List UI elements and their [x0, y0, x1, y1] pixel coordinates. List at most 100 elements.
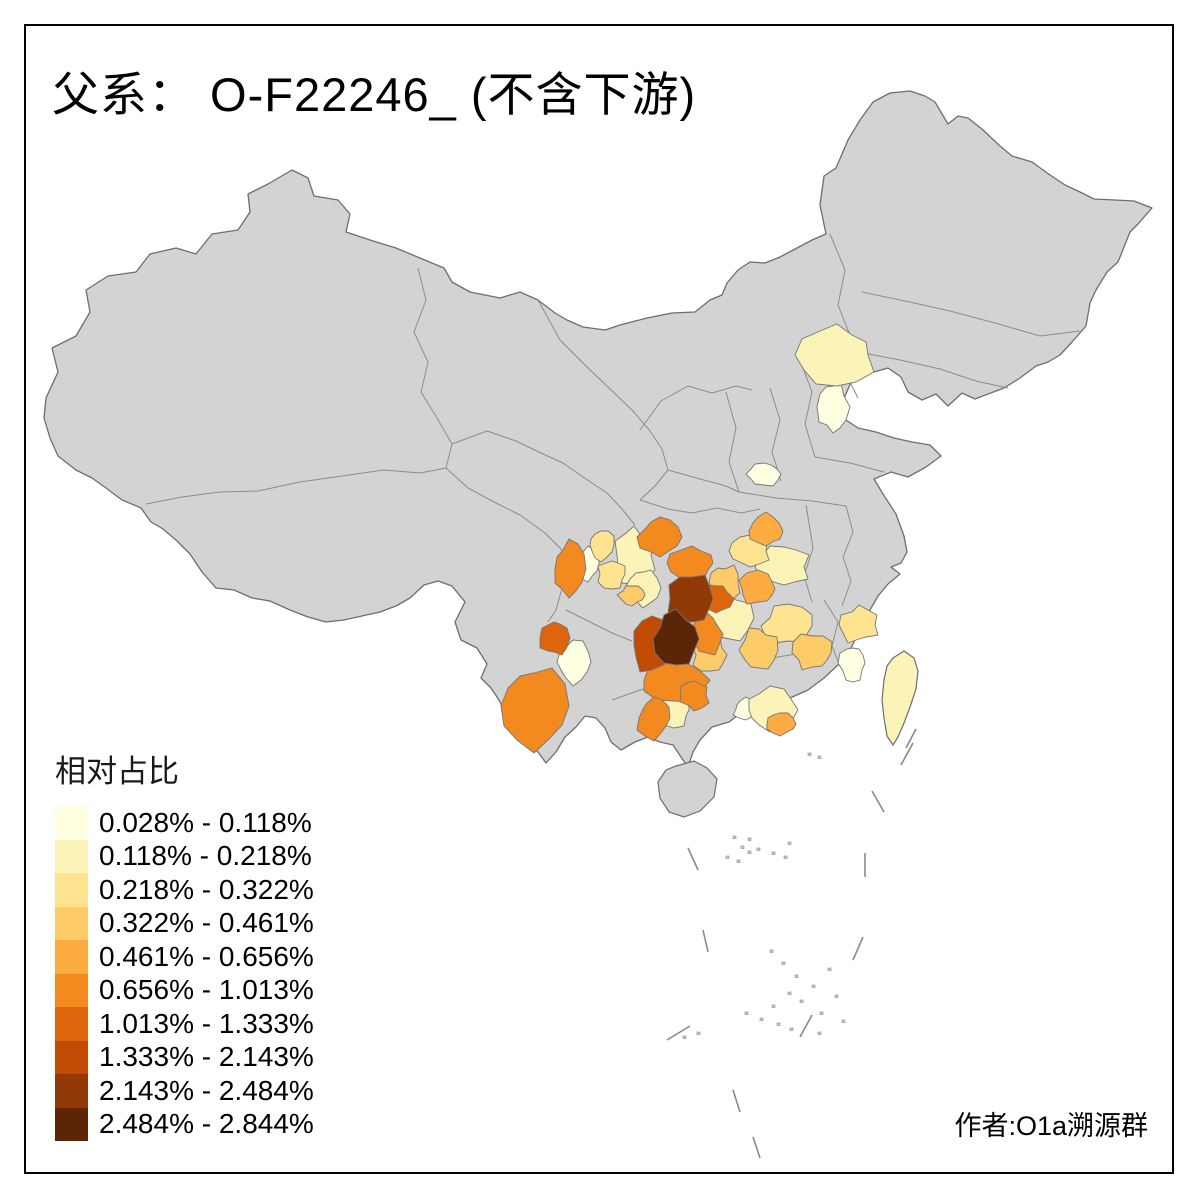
legend-swatch: [55, 1040, 88, 1074]
map-region: [837, 647, 866, 683]
legend-swatch: [55, 906, 88, 940]
map-region: [667, 574, 714, 623]
sea-dash-mark: [900, 742, 914, 766]
legend-label: 0.028% - 0.118%: [99, 806, 312, 838]
province-borders: [145, 233, 1081, 701]
sea-dash-mark: [666, 1025, 691, 1041]
legend-row: 0.028% - 0.118%: [55, 806, 314, 840]
islet-dot: [747, 837, 752, 841]
map-region: [791, 633, 833, 671]
legend-row: 0.118% - 0.218%: [55, 839, 314, 873]
islet-dot: [817, 755, 822, 759]
islet-dot: [756, 847, 761, 851]
map-region: [616, 585, 646, 607]
map-region: [554, 538, 587, 599]
map-region: [679, 680, 710, 712]
map-region: [652, 608, 700, 666]
islet-dot: [776, 1022, 781, 1026]
legend-label: 2.143% - 2.484%: [99, 1074, 314, 1106]
sea-dash-mark: [871, 790, 885, 813]
legend-label: 0.461% - 0.656%: [99, 940, 314, 972]
legend-swatch: [55, 1007, 88, 1041]
legend-row: 1.333% - 2.143%: [55, 1040, 314, 1074]
legend-title: 相对占比: [55, 754, 179, 789]
islet-dot: [744, 1011, 749, 1015]
legend-label: 2.484% - 2.844%: [99, 1108, 314, 1140]
legend-row: 2.143% - 2.484%: [55, 1074, 314, 1108]
islet-dot: [759, 1017, 764, 1021]
legend-row: 0.218% - 0.322%: [55, 873, 314, 907]
legend-swatch: [55, 839, 88, 873]
islet-dot: [725, 855, 730, 859]
islet-dot: [787, 991, 792, 995]
legend-label: 1.333% - 2.143%: [99, 1041, 314, 1073]
islet-dot: [736, 859, 741, 863]
legend-swatch: [55, 806, 88, 840]
sea-dash-mark: [702, 929, 709, 953]
south-china-sea-islets: [666, 728, 917, 1159]
islet-dot: [817, 1031, 822, 1035]
legend-swatch: [55, 1074, 88, 1108]
legend-swatch: [55, 873, 88, 907]
legend-rows: 0.028% - 0.118% 0.118% - 0.218% 0.218% - 0…: [55, 806, 314, 1141]
islet-dot: [771, 851, 776, 855]
map-region: [748, 511, 784, 547]
map-region: [500, 667, 570, 754]
legend-row: 2.484% - 2.844%: [55, 1107, 314, 1141]
islet-dot: [787, 841, 792, 845]
map-region: [794, 323, 875, 387]
map-region: [597, 560, 626, 590]
islet-dot: [747, 850, 752, 854]
map-region: [556, 639, 592, 687]
sea-dash-mark: [752, 1136, 761, 1159]
legend-label: 0.218% - 0.322%: [99, 873, 314, 905]
legend-label: 0.656% - 1.013%: [99, 974, 314, 1006]
legend-swatch: [55, 940, 88, 974]
sea-dash-mark: [799, 1014, 813, 1038]
legend-row: 0.461% - 0.656%: [55, 940, 314, 974]
sea-dash-mark: [905, 728, 917, 749]
islet-dot: [834, 994, 839, 998]
islet-dot: [771, 1004, 776, 1008]
islet-dot: [799, 999, 804, 1003]
map-region: [636, 516, 683, 558]
map-region: [738, 569, 776, 605]
sea-dash-mark: [852, 936, 864, 961]
map-region: [838, 604, 879, 644]
islet-dot: [827, 967, 832, 971]
islet-dot: [789, 1027, 794, 1031]
legend-row: 1.013% - 1.333%: [55, 1007, 314, 1041]
islet-dot: [769, 949, 774, 953]
islet-dot: [841, 1019, 846, 1023]
choropleth-regions: [500, 323, 879, 754]
legend-swatch: [55, 973, 88, 1007]
islet-dot: [819, 1011, 824, 1015]
islet-dot: [696, 1031, 701, 1035]
islet-dot: [682, 1035, 687, 1039]
map-region: [745, 462, 782, 487]
map-region: [539, 621, 571, 656]
sea-dash-mark: [687, 847, 699, 871]
legend-row: 0.656% - 1.013%: [55, 973, 314, 1007]
author-credit: 作者:O1a溯源群: [954, 1111, 1148, 1141]
map-region: [589, 530, 615, 563]
map-region: [766, 712, 797, 737]
islet-dot: [781, 961, 786, 965]
hainan-island: [657, 760, 718, 818]
map-region: [738, 627, 779, 670]
taiwan-island: [881, 650, 919, 747]
sea-dash-mark: [732, 1089, 741, 1113]
china-mainland-outline: [43, 90, 1153, 768]
legend-swatch: [55, 1107, 88, 1141]
legend-label: 1.013% - 1.333%: [99, 1007, 314, 1039]
legend-label: 0.118% - 0.218%: [99, 840, 312, 872]
islet-dot: [783, 855, 788, 859]
islet-dot: [732, 835, 737, 839]
legend-row: 0.322% - 0.461%: [55, 906, 314, 940]
legend-label: 0.322% - 0.461%: [99, 907, 314, 939]
islet-dot: [811, 984, 816, 988]
map-title: 父系： O-F22246_ (不含下游): [52, 68, 697, 121]
islet-dot: [740, 845, 745, 849]
islet-dot: [794, 974, 799, 978]
map-region: [636, 696, 671, 742]
